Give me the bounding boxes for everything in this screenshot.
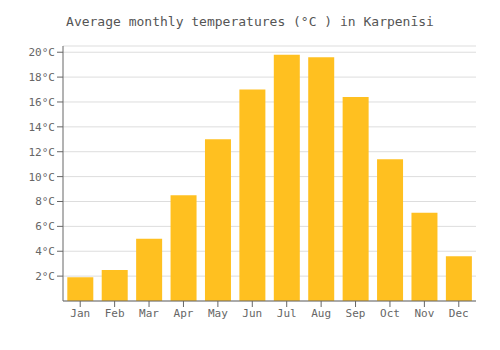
svg-text:20°C: 20°C: [29, 46, 56, 59]
svg-text:May: May: [208, 307, 228, 320]
svg-text:6°C: 6°C: [35, 220, 55, 233]
svg-text:Sep: Sep: [346, 307, 366, 320]
svg-text:8°C: 8°C: [35, 195, 55, 208]
svg-text:Nov: Nov: [414, 307, 434, 320]
svg-text:Jan: Jan: [70, 307, 90, 320]
svg-text:10°C: 10°C: [29, 171, 56, 184]
svg-text:12°C: 12°C: [29, 146, 56, 159]
svg-text:Dec: Dec: [449, 307, 469, 320]
svg-text:Apr: Apr: [174, 307, 194, 320]
svg-text:14°C: 14°C: [29, 121, 56, 134]
svg-text:16°C: 16°C: [29, 96, 56, 109]
svg-text:Oct: Oct: [380, 307, 400, 320]
svg-text:Aug: Aug: [311, 307, 331, 320]
svg-text:Feb: Feb: [105, 307, 125, 320]
svg-text:18°C: 18°C: [29, 71, 56, 84]
svg-text:2°C: 2°C: [35, 270, 55, 283]
svg-text:Jun: Jun: [242, 307, 262, 320]
svg-text:Jul: Jul: [277, 307, 297, 320]
html-text:Average monthly temperatures (: Average monthly temperatures (°C ) in Ka…: [66, 14, 434, 29]
svg-text:4°C: 4°C: [35, 245, 55, 258]
svg-text:Mar: Mar: [139, 307, 159, 320]
